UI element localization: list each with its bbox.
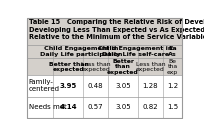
Text: 0.48: 0.48 [88, 83, 104, 89]
Text: 0.82: 0.82 [143, 104, 158, 110]
Bar [27, 75, 182, 96]
Text: Ea
As: Ea As [168, 46, 177, 57]
Text: Better than
expected: Better than expected [49, 62, 88, 72]
Text: Child Engagement in
Daily Life self-care: Child Engagement in Daily Life self-care [98, 46, 173, 57]
Text: 1.5: 1.5 [167, 104, 178, 110]
Text: 3.95: 3.95 [60, 83, 77, 89]
Text: 3.05: 3.05 [115, 83, 131, 89]
Text: 1.28: 1.28 [143, 83, 158, 89]
Text: 0.57: 0.57 [88, 104, 104, 110]
Text: Be
tha
exp: Be tha exp [167, 59, 178, 75]
Text: Less than
expected: Less than expected [81, 62, 111, 72]
Text: 1.2: 1.2 [167, 83, 178, 89]
Text: Table 15   Comparing the Relative Risk of Developing Better
Developing Less Than: Table 15 Comparing the Relative Risk of … [29, 19, 204, 40]
Text: Needs met: Needs met [29, 104, 66, 110]
Text: Better
than
expected: Better than expected [107, 59, 139, 75]
Text: 4.14: 4.14 [60, 104, 77, 110]
Text: Less than
expected: Less than expected [135, 62, 165, 72]
Bar [27, 45, 182, 58]
Text: Family-
centered: Family- centered [29, 79, 60, 92]
Text: Child Engagement in
Daily Life participation: Child Engagement in Daily Life participa… [40, 46, 122, 57]
Text: 3.05: 3.05 [115, 104, 131, 110]
Bar [27, 96, 182, 118]
Bar [27, 58, 182, 75]
Bar [27, 18, 182, 45]
